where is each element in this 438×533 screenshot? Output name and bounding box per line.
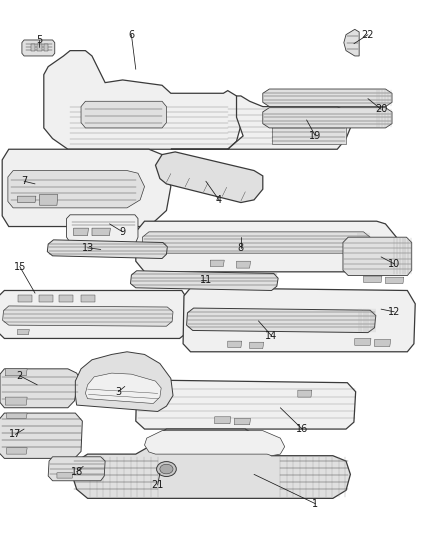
Text: 2: 2 bbox=[17, 371, 23, 381]
Polygon shape bbox=[171, 96, 350, 149]
Polygon shape bbox=[344, 29, 359, 56]
Text: 6: 6 bbox=[128, 30, 134, 39]
Polygon shape bbox=[18, 329, 29, 335]
Polygon shape bbox=[8, 171, 145, 208]
Polygon shape bbox=[37, 44, 42, 51]
Text: 7: 7 bbox=[21, 176, 27, 186]
Polygon shape bbox=[44, 44, 48, 51]
Text: 19: 19 bbox=[309, 131, 321, 141]
Polygon shape bbox=[57, 473, 73, 478]
Polygon shape bbox=[183, 288, 415, 352]
Polygon shape bbox=[85, 373, 161, 403]
Text: 16: 16 bbox=[296, 424, 308, 434]
Text: 4: 4 bbox=[216, 195, 222, 205]
Polygon shape bbox=[0, 369, 81, 408]
Polygon shape bbox=[22, 40, 55, 56]
Polygon shape bbox=[136, 380, 356, 429]
Polygon shape bbox=[272, 112, 346, 144]
Polygon shape bbox=[31, 44, 35, 51]
Text: 20: 20 bbox=[375, 104, 387, 114]
Polygon shape bbox=[18, 196, 36, 203]
Polygon shape bbox=[215, 417, 231, 424]
Polygon shape bbox=[250, 342, 264, 349]
Text: 22: 22 bbox=[362, 30, 374, 39]
Polygon shape bbox=[187, 308, 376, 333]
Polygon shape bbox=[385, 277, 404, 284]
Text: 11: 11 bbox=[200, 275, 212, 285]
Polygon shape bbox=[145, 431, 285, 456]
Polygon shape bbox=[136, 221, 396, 272]
Polygon shape bbox=[5, 369, 27, 376]
Polygon shape bbox=[81, 295, 95, 302]
Polygon shape bbox=[48, 457, 105, 481]
Polygon shape bbox=[3, 306, 173, 326]
Polygon shape bbox=[7, 413, 27, 418]
Polygon shape bbox=[263, 89, 392, 107]
Text: 14: 14 bbox=[265, 331, 278, 341]
Polygon shape bbox=[131, 271, 278, 290]
Polygon shape bbox=[263, 108, 392, 128]
Text: 21: 21 bbox=[152, 480, 164, 490]
Polygon shape bbox=[2, 149, 171, 227]
Polygon shape bbox=[44, 51, 243, 149]
Polygon shape bbox=[0, 290, 191, 338]
Text: 3: 3 bbox=[115, 387, 121, 397]
Polygon shape bbox=[67, 215, 138, 243]
Polygon shape bbox=[75, 352, 173, 411]
Text: 17: 17 bbox=[9, 430, 21, 439]
Polygon shape bbox=[298, 390, 312, 397]
Polygon shape bbox=[0, 413, 82, 458]
Text: 5: 5 bbox=[36, 35, 42, 45]
Polygon shape bbox=[72, 429, 350, 498]
Text: 9: 9 bbox=[120, 227, 126, 237]
Polygon shape bbox=[81, 101, 166, 128]
Text: 10: 10 bbox=[388, 259, 400, 269]
Polygon shape bbox=[18, 295, 32, 302]
Polygon shape bbox=[355, 338, 371, 345]
Text: 15: 15 bbox=[14, 262, 26, 271]
Polygon shape bbox=[92, 228, 110, 236]
Polygon shape bbox=[234, 418, 251, 425]
Text: 18: 18 bbox=[71, 467, 83, 477]
Polygon shape bbox=[355, 258, 371, 265]
Polygon shape bbox=[210, 260, 224, 266]
Polygon shape bbox=[364, 276, 382, 282]
Polygon shape bbox=[5, 397, 27, 405]
Polygon shape bbox=[47, 240, 167, 259]
Ellipse shape bbox=[160, 464, 173, 474]
Ellipse shape bbox=[157, 462, 176, 477]
Polygon shape bbox=[142, 232, 370, 253]
Text: 1: 1 bbox=[312, 499, 318, 508]
Polygon shape bbox=[374, 340, 391, 346]
Polygon shape bbox=[228, 341, 242, 348]
Polygon shape bbox=[7, 448, 27, 454]
Polygon shape bbox=[39, 195, 58, 205]
Polygon shape bbox=[343, 237, 412, 276]
Polygon shape bbox=[155, 152, 263, 203]
Polygon shape bbox=[237, 261, 251, 268]
Text: 12: 12 bbox=[388, 307, 400, 317]
Text: 13: 13 bbox=[81, 243, 94, 253]
Polygon shape bbox=[39, 295, 53, 302]
Polygon shape bbox=[74, 228, 88, 236]
Polygon shape bbox=[59, 295, 73, 302]
Text: 8: 8 bbox=[238, 243, 244, 253]
